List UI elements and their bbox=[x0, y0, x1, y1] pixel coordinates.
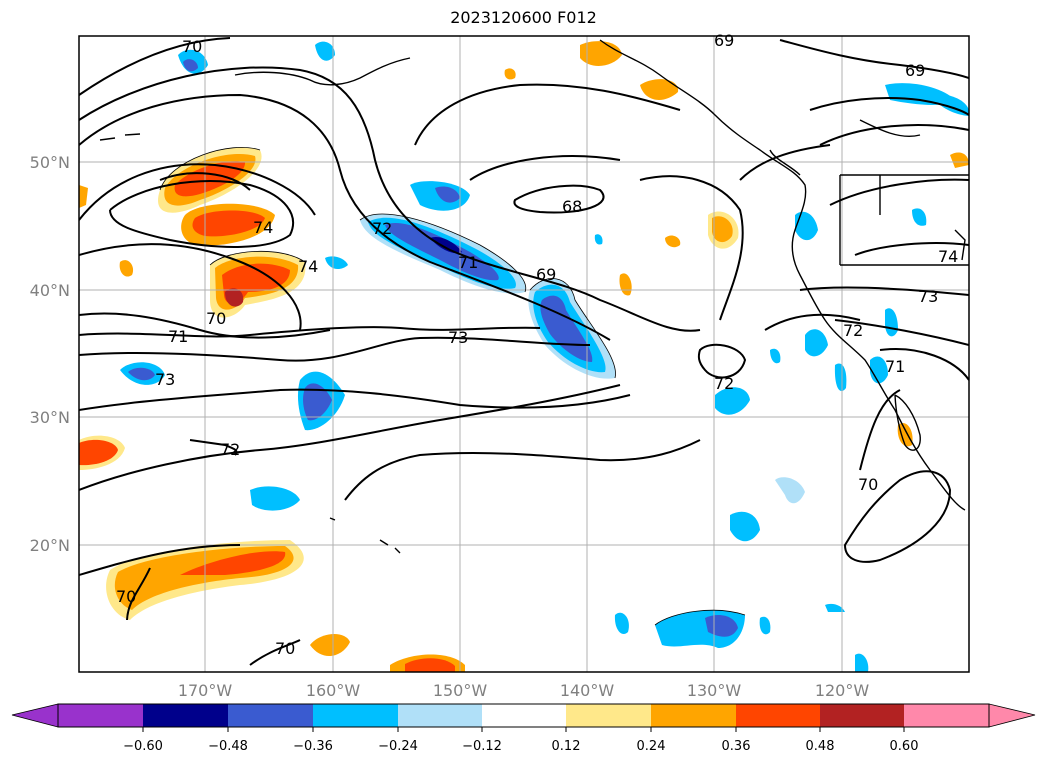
latitude-labels: 50°N 40°N 30°N 20°N bbox=[30, 153, 70, 555]
colorbar-segment bbox=[820, 704, 904, 727]
contour-label: 73 bbox=[448, 328, 468, 347]
positive-anomaly-regions bbox=[79, 41, 969, 672]
colorbar-segment bbox=[228, 704, 313, 727]
colorbar-tick-label: −0.48 bbox=[208, 739, 248, 754]
colorbar-segment bbox=[313, 704, 398, 727]
contour-label: 71 bbox=[458, 253, 478, 272]
colorbar-segment bbox=[482, 704, 566, 727]
lon-label: 150°W bbox=[433, 681, 488, 700]
lat-label: 20°N bbox=[30, 536, 70, 555]
contour-label: 72 bbox=[372, 219, 392, 238]
lon-label: 140°W bbox=[560, 681, 615, 700]
coastlines bbox=[99, 39, 969, 554]
colorbar-extend-max bbox=[988, 703, 1036, 728]
contour-label: 73 bbox=[918, 287, 938, 306]
colorbar-tick-label: 0.48 bbox=[806, 739, 835, 754]
contour-label: 72 bbox=[714, 374, 734, 393]
lat-label: 30°N bbox=[30, 408, 70, 427]
colorbar-segment bbox=[904, 704, 989, 727]
lat-label: 50°N bbox=[30, 153, 70, 172]
contour-label: 72 bbox=[220, 440, 240, 459]
colorbar-tick-label: −0.24 bbox=[378, 739, 418, 754]
colorbar-tick-label: 0.60 bbox=[890, 739, 919, 754]
contour-label: 74 bbox=[253, 218, 273, 237]
contour-lines bbox=[79, 37, 969, 666]
negative-anomaly-regions bbox=[120, 41, 969, 672]
contour-label: 70 bbox=[858, 475, 878, 494]
contour-label: 69 bbox=[536, 265, 556, 284]
lon-label: 130°W bbox=[687, 681, 742, 700]
colorbar-tick-label: 0.24 bbox=[637, 739, 666, 754]
colorbar-outline bbox=[57, 703, 990, 728]
colorbar-segment bbox=[566, 704, 651, 727]
longitude-labels: 170°W 160°W 150°W 140°W 130°W 120°W bbox=[178, 681, 870, 700]
contour-label: 70 bbox=[182, 37, 202, 56]
contour-label: 69 bbox=[714, 31, 734, 50]
contour-label: 73 bbox=[155, 370, 175, 389]
contour-label: 72 bbox=[843, 321, 863, 340]
colorbar-segment bbox=[651, 704, 736, 727]
map-title: 2023120600 F012 bbox=[450, 8, 597, 27]
colorbar-tick-label: 0.36 bbox=[722, 739, 751, 754]
colorbar-extend-min bbox=[11, 703, 59, 728]
colorbar-segment bbox=[143, 704, 228, 727]
contour-label: 71 bbox=[168, 327, 188, 346]
contour-label-group: 70 69 69 68 74 74 72 71 69 70 71 73 73 7… bbox=[116, 31, 958, 658]
colorbar-tick-label: 0.12 bbox=[552, 739, 581, 754]
contour-label: 71 bbox=[885, 357, 905, 376]
contour-label: 69 bbox=[905, 61, 925, 80]
colorbar-segment bbox=[398, 704, 482, 727]
contour-label: 70 bbox=[116, 587, 136, 606]
lon-label: 170°W bbox=[178, 681, 233, 700]
contour-label: 70 bbox=[206, 309, 226, 328]
contour-label: 70 bbox=[275, 639, 295, 658]
thin-contours bbox=[159, 147, 746, 626]
map-frame bbox=[78, 35, 970, 673]
colorbar-tick-label: −0.36 bbox=[293, 739, 333, 754]
colorbar: −0.60 −0.48 −0.36 −0.24 −0.12 0.12 0.24 … bbox=[11, 703, 1036, 754]
colorbar-tick-label: −0.12 bbox=[462, 739, 502, 754]
graticule bbox=[79, 36, 969, 672]
lat-label: 40°N bbox=[30, 281, 70, 300]
contour-label: 74 bbox=[938, 247, 958, 266]
contour-label: 68 bbox=[562, 197, 582, 216]
colorbar-tick-label: −0.60 bbox=[123, 739, 163, 754]
lon-label: 120°W bbox=[815, 681, 870, 700]
colorbar-segment bbox=[58, 704, 143, 727]
contour-label: 74 bbox=[298, 257, 318, 276]
lon-label: 160°W bbox=[306, 681, 361, 700]
colorbar-segment bbox=[736, 704, 820, 727]
